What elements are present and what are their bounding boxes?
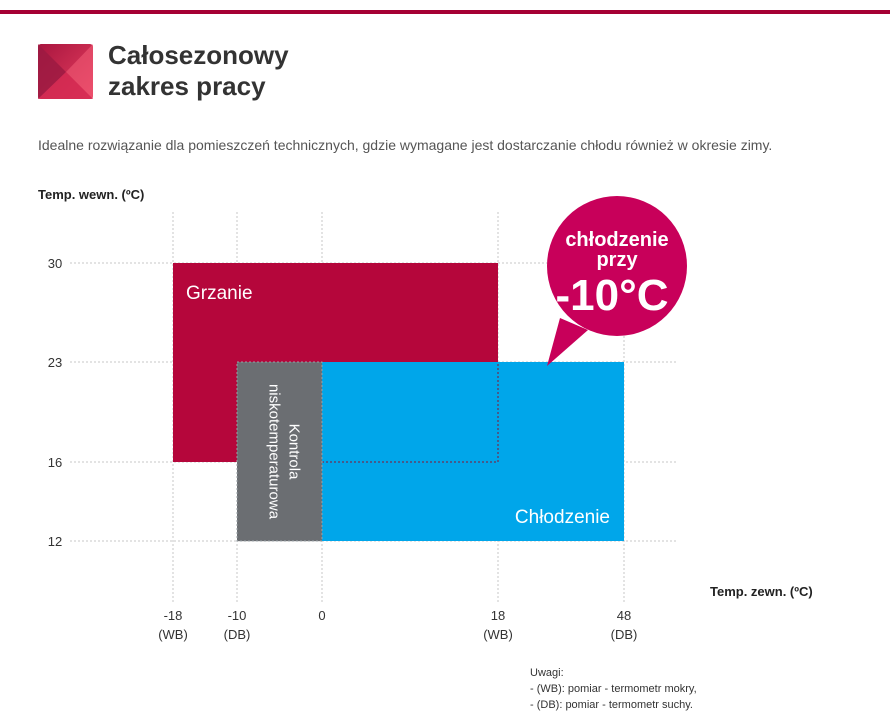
notes-line-wb: - (WB): pomiar - termometr mokry, [530,683,697,695]
x-tick-sublabel: (WB) [483,627,513,642]
callout-line-3: -10°C [556,271,669,320]
x-tick-sublabel: (DB) [611,627,638,642]
y-tick-label: 12 [48,534,62,549]
chart-labels: -18 (WB) -10 (DB) 0 18 (WB) 48 (DB) 30 23 16 12 Grzan… [48,256,638,642]
x-axis-title: Temp. zewn. (ºC) [710,584,813,599]
callout-circle [547,196,687,336]
page-subtitle: Idealne rozwiązanie dla pomieszczeń tech… [38,137,773,153]
region-label-low-temp-1: Kontrola [286,424,303,481]
y-tick-label: 16 [48,455,62,470]
top-accent-bar [0,10,890,14]
x-tick-label: 18 [491,608,505,623]
x-tick-sublabel: (DB) [224,627,251,642]
title-line-2: zakres pracy [108,71,266,101]
callout-pointer [547,318,588,366]
region-label-low-temp-2: niskotemperaturowa [266,384,283,520]
notes-heading: Uwagi: [530,667,564,679]
region-label-cooling: Chłodzenie [515,507,610,528]
notes-line-db: - (DB): pomiar - termometr suchy. [530,699,693,711]
callout-line-2: przy [596,249,638,271]
title-line-1: Całosezonowy [108,40,289,70]
region-low-temp-control [237,362,322,541]
heating-overlap-outline [322,362,499,463]
callout-bubble: chłodzenie przy -10°C [547,196,687,366]
callout-line-1: chłodzenie [565,229,668,251]
page-title: Całosezonowy zakres pracy [108,40,289,102]
x-tick-sublabel: (WB) [158,627,188,642]
region-cooling [322,362,624,541]
y-axis-title: Temp. wewn. (ºC) [38,187,144,202]
y-tick-label: 23 [48,355,62,370]
y-tick-label: 30 [48,256,62,271]
chart-regions [173,263,624,542]
x-tick-label: 0 [318,608,325,623]
notes: Uwagi: - (WB): pomiar - termometr mokry,… [530,665,697,713]
x-tick-label: -18 [164,608,183,623]
x-tick-label: -10 [228,608,247,623]
region-label-heating: Grzanie [186,283,253,304]
pink-square-logo-icon [38,44,93,99]
x-tick-label: 48 [617,608,631,623]
